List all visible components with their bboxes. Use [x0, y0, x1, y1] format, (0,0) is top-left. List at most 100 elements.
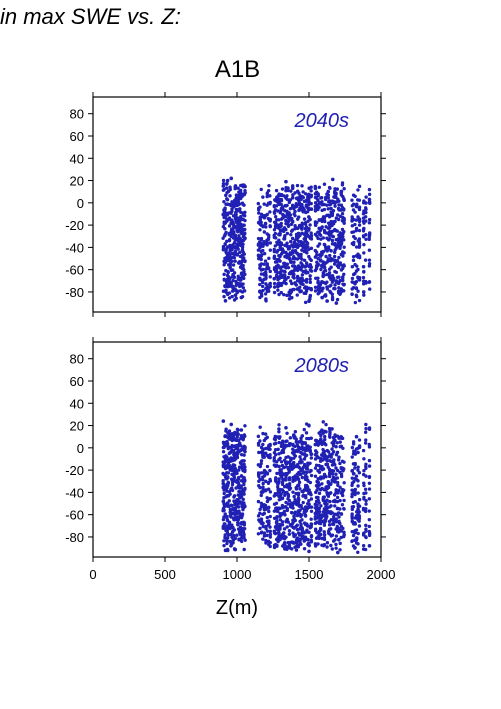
data-point	[240, 513, 244, 518]
data-point	[293, 510, 298, 514]
data-point	[367, 524, 371, 529]
data-point	[313, 474, 318, 478]
data-point	[364, 507, 368, 511]
data-point	[327, 185, 332, 190]
data-point	[238, 441, 242, 445]
data-point	[287, 498, 292, 503]
x-tick-label: 2000	[367, 567, 396, 582]
data-point	[362, 226, 366, 231]
data-point	[329, 482, 333, 486]
data-point	[337, 199, 341, 203]
data-point	[301, 282, 305, 286]
data-point	[316, 257, 320, 261]
data-point	[357, 276, 362, 280]
data-point	[291, 193, 295, 197]
data-point	[261, 521, 265, 525]
data-point	[232, 463, 237, 468]
data-point	[294, 548, 299, 552]
data-point	[226, 442, 230, 446]
data-point	[323, 437, 327, 442]
data-point	[303, 514, 308, 518]
data-point	[242, 492, 246, 496]
data-point	[336, 511, 341, 515]
data-point	[287, 483, 292, 488]
data-point	[292, 514, 296, 519]
data-point	[238, 237, 243, 241]
data-point	[242, 252, 246, 256]
data-point	[274, 204, 279, 208]
data-point	[279, 468, 283, 472]
data-point	[318, 233, 323, 237]
data-point	[367, 258, 372, 262]
data-point	[306, 537, 310, 542]
data-point	[289, 547, 294, 551]
data-point	[279, 202, 283, 207]
data-point	[338, 521, 342, 526]
data-point	[262, 202, 266, 206]
data-point	[363, 547, 368, 552]
scenario-title: A1B	[214, 56, 261, 83]
data-point	[280, 496, 285, 501]
data-point	[277, 423, 281, 427]
data-point	[302, 217, 307, 221]
data-point	[278, 456, 282, 461]
data-point	[331, 276, 336, 280]
data-point	[362, 469, 366, 473]
data-point	[327, 199, 332, 203]
data-point	[356, 484, 360, 488]
data-point	[335, 450, 340, 455]
data-point	[333, 433, 337, 437]
data-point	[303, 300, 308, 305]
data-point	[338, 261, 342, 265]
data-point	[323, 197, 328, 202]
data-point	[280, 480, 285, 484]
data-point	[278, 254, 282, 259]
data-point	[286, 275, 290, 280]
data-point	[221, 419, 226, 423]
data-point	[288, 213, 293, 217]
data-point	[316, 498, 320, 502]
data-point	[223, 227, 227, 231]
data-point	[263, 292, 268, 296]
data-point	[300, 273, 305, 277]
data-point	[364, 219, 368, 223]
data-point	[256, 499, 261, 504]
data-point	[238, 207, 242, 211]
data-point	[324, 443, 328, 447]
data-point	[338, 461, 342, 466]
data-point	[274, 267, 279, 271]
data-point	[278, 435, 282, 439]
data-point	[233, 224, 238, 229]
data-point	[307, 424, 311, 428]
data-point	[364, 422, 368, 427]
data-point	[298, 285, 302, 289]
data-point	[256, 201, 261, 206]
data-point	[325, 545, 329, 549]
data-point	[333, 283, 337, 287]
data-point	[353, 530, 358, 535]
data-point	[351, 504, 356, 509]
data-point	[295, 183, 300, 188]
data-point	[221, 449, 226, 454]
data-point	[362, 242, 366, 247]
data-point	[322, 523, 327, 527]
data-point	[338, 507, 342, 511]
data-point	[354, 228, 359, 233]
data-point	[230, 251, 234, 256]
data-point	[313, 466, 318, 470]
data-point	[324, 474, 328, 479]
data-point	[342, 530, 346, 534]
data-point	[272, 458, 276, 462]
data-point	[357, 524, 362, 528]
data-point	[319, 267, 323, 272]
data-point	[356, 450, 360, 455]
y-tick-label: 20	[70, 419, 84, 434]
data-point	[316, 236, 320, 241]
data-point	[242, 223, 246, 227]
data-point	[260, 280, 265, 285]
data-point	[259, 187, 263, 192]
data-point	[309, 185, 313, 189]
data-point	[367, 487, 372, 491]
data-point	[351, 230, 356, 234]
y-tick-label: -20	[65, 218, 84, 233]
